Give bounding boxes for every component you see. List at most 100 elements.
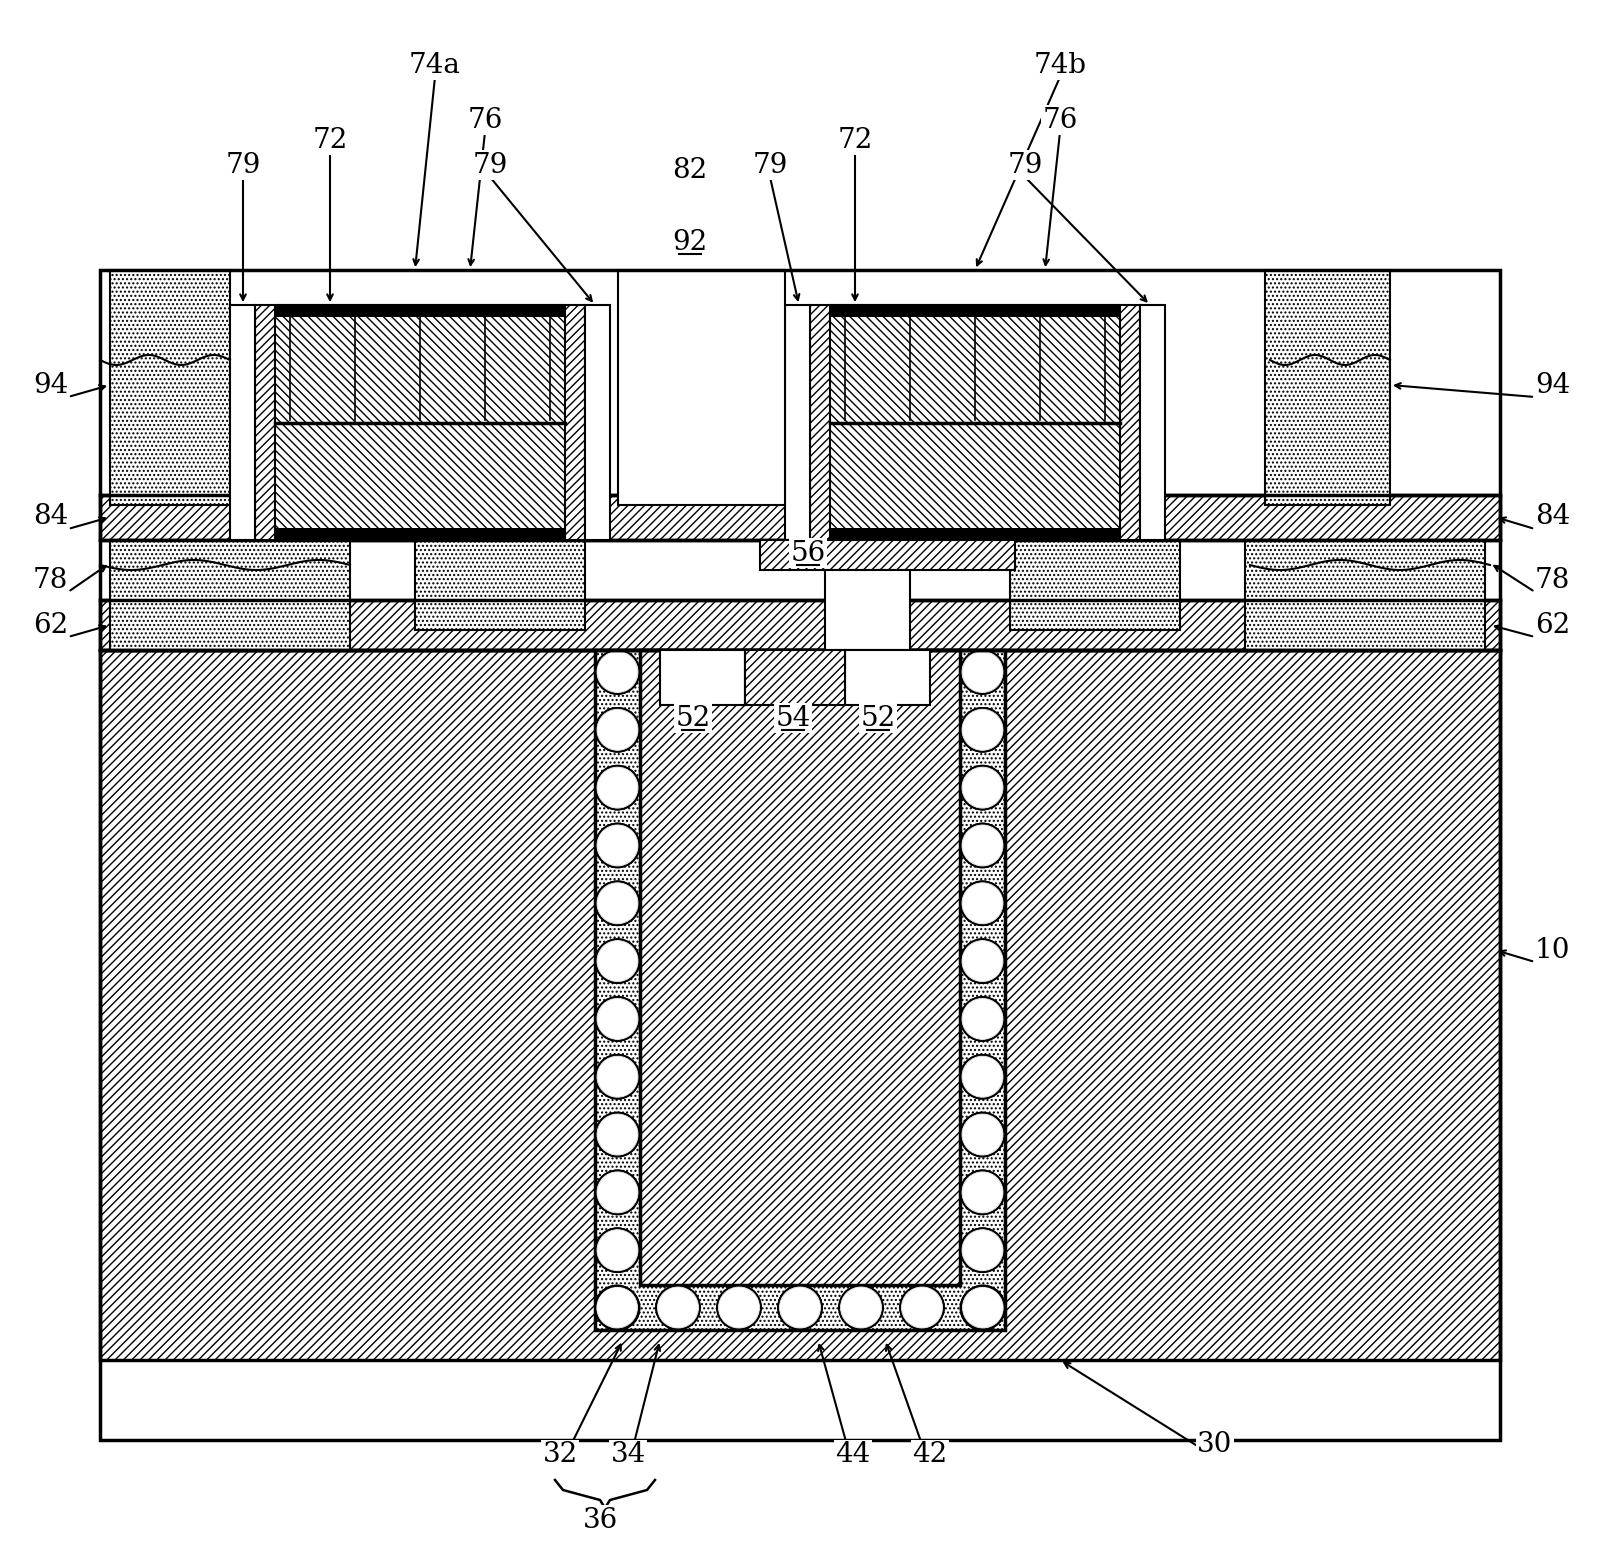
Circle shape bbox=[597, 941, 637, 982]
Circle shape bbox=[597, 1115, 637, 1155]
Bar bbox=[275, 528, 565, 540]
Text: 34: 34 bbox=[610, 1441, 645, 1469]
Circle shape bbox=[717, 1286, 760, 1330]
Text: 74b: 74b bbox=[1034, 52, 1087, 78]
Text: 56: 56 bbox=[791, 540, 826, 567]
Text: 62: 62 bbox=[32, 612, 67, 638]
Circle shape bbox=[961, 1113, 1004, 1157]
Text: 52: 52 bbox=[860, 704, 895, 732]
Circle shape bbox=[961, 707, 1004, 752]
Circle shape bbox=[962, 710, 1002, 749]
Circle shape bbox=[658, 1288, 698, 1327]
Text: 76: 76 bbox=[467, 106, 503, 134]
Circle shape bbox=[961, 765, 1004, 810]
Circle shape bbox=[961, 1286, 1004, 1330]
Circle shape bbox=[961, 1229, 1004, 1272]
Circle shape bbox=[961, 649, 1004, 695]
Text: 79: 79 bbox=[752, 151, 788, 178]
Bar bbox=[255, 304, 584, 540]
Bar bbox=[618, 270, 784, 506]
Bar bbox=[825, 570, 909, 649]
Circle shape bbox=[961, 1055, 1004, 1099]
Circle shape bbox=[961, 882, 1004, 926]
Circle shape bbox=[596, 1229, 639, 1272]
Circle shape bbox=[596, 649, 639, 695]
Bar bbox=[99, 495, 1500, 540]
Circle shape bbox=[597, 884, 637, 923]
Circle shape bbox=[962, 999, 1002, 1040]
Text: 78: 78 bbox=[1535, 567, 1571, 593]
Text: 79: 79 bbox=[1007, 151, 1042, 178]
Bar bbox=[845, 649, 930, 706]
Circle shape bbox=[597, 826, 637, 865]
Text: 78: 78 bbox=[32, 567, 67, 593]
Circle shape bbox=[596, 940, 639, 983]
Bar bbox=[231, 304, 255, 540]
Bar bbox=[829, 304, 1121, 317]
Circle shape bbox=[901, 1288, 941, 1327]
Bar bbox=[99, 649, 1500, 1360]
Bar bbox=[99, 270, 1500, 1439]
Text: 42: 42 bbox=[913, 1441, 948, 1469]
Circle shape bbox=[656, 1286, 700, 1330]
Circle shape bbox=[596, 1055, 639, 1099]
Bar bbox=[1140, 304, 1166, 540]
Text: 54: 54 bbox=[775, 704, 810, 732]
Circle shape bbox=[962, 1172, 1002, 1213]
Circle shape bbox=[596, 1286, 639, 1330]
Circle shape bbox=[596, 765, 639, 810]
Circle shape bbox=[597, 652, 637, 692]
Text: 36: 36 bbox=[583, 1506, 618, 1533]
Text: 92: 92 bbox=[672, 228, 708, 256]
Circle shape bbox=[596, 882, 639, 926]
Bar bbox=[640, 649, 961, 1285]
Circle shape bbox=[841, 1288, 881, 1327]
Bar bbox=[784, 304, 810, 540]
Text: 72: 72 bbox=[837, 126, 873, 153]
Circle shape bbox=[597, 1288, 637, 1327]
Circle shape bbox=[596, 707, 639, 752]
Text: 79: 79 bbox=[226, 151, 261, 178]
Circle shape bbox=[778, 1286, 821, 1330]
Circle shape bbox=[596, 824, 639, 868]
Circle shape bbox=[780, 1288, 820, 1327]
Circle shape bbox=[900, 1286, 945, 1330]
Bar bbox=[596, 649, 1005, 1330]
Circle shape bbox=[961, 1171, 1004, 1214]
Bar bbox=[829, 528, 1121, 540]
Circle shape bbox=[961, 1286, 1005, 1330]
Circle shape bbox=[962, 1288, 1002, 1328]
Circle shape bbox=[596, 1286, 639, 1330]
Circle shape bbox=[839, 1286, 884, 1330]
Circle shape bbox=[596, 1171, 639, 1214]
Text: 76: 76 bbox=[1042, 106, 1077, 134]
Bar bbox=[275, 304, 565, 540]
Text: 52: 52 bbox=[676, 704, 711, 732]
Text: 30: 30 bbox=[1198, 1431, 1233, 1458]
Bar bbox=[110, 540, 351, 649]
Bar bbox=[99, 599, 1500, 649]
Text: 84: 84 bbox=[1535, 504, 1571, 531]
Circle shape bbox=[719, 1288, 759, 1327]
Circle shape bbox=[962, 941, 1002, 982]
Circle shape bbox=[597, 1172, 637, 1213]
Bar bbox=[660, 649, 744, 706]
Text: 44: 44 bbox=[836, 1441, 871, 1469]
Text: 79: 79 bbox=[472, 151, 508, 178]
Text: 72: 72 bbox=[312, 126, 347, 153]
Text: 82: 82 bbox=[672, 156, 708, 184]
Circle shape bbox=[962, 1115, 1002, 1155]
Circle shape bbox=[962, 1230, 1002, 1271]
Text: 62: 62 bbox=[1535, 612, 1571, 638]
Bar bbox=[829, 304, 1121, 540]
Circle shape bbox=[597, 1057, 637, 1097]
Text: 94: 94 bbox=[1535, 372, 1571, 398]
Circle shape bbox=[597, 1230, 637, 1271]
Circle shape bbox=[597, 710, 637, 749]
Circle shape bbox=[962, 826, 1002, 865]
Text: 10: 10 bbox=[1535, 937, 1571, 963]
Bar bbox=[275, 304, 565, 317]
Bar bbox=[760, 540, 1015, 570]
Circle shape bbox=[962, 1057, 1002, 1097]
Text: 32: 32 bbox=[543, 1441, 578, 1469]
